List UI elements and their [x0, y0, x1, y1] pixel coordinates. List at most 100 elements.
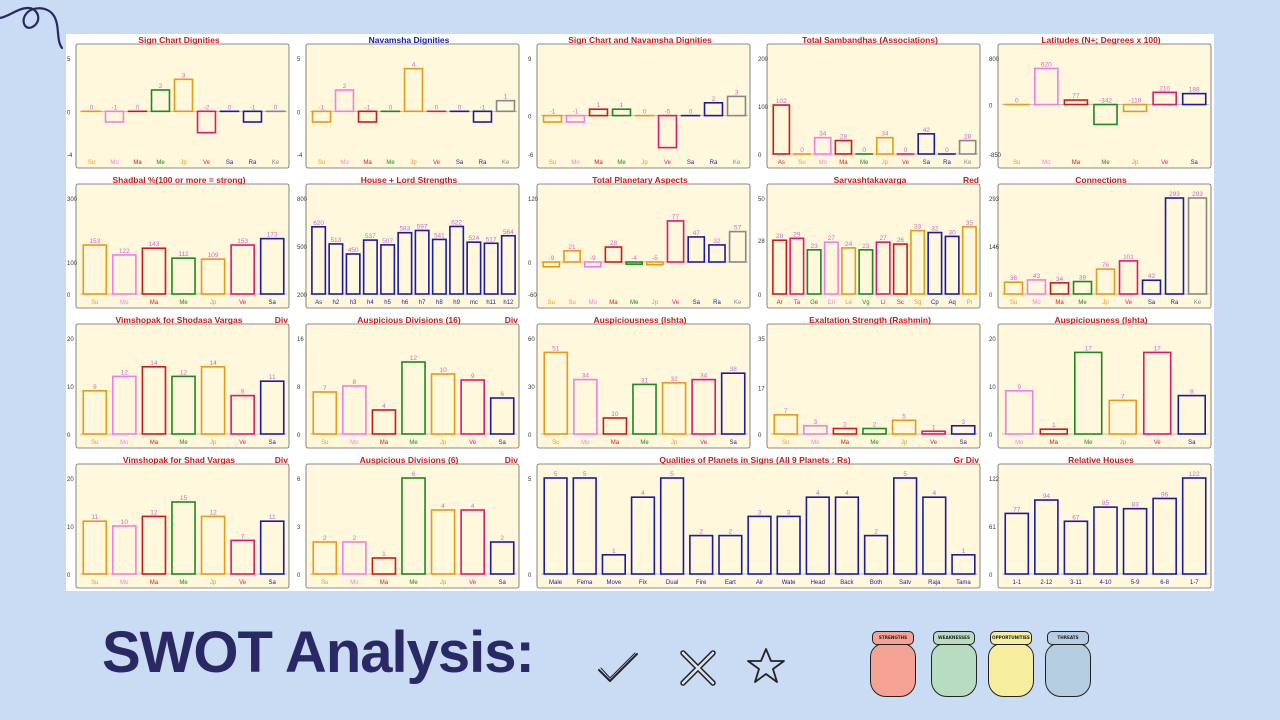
y-tick-label: 300	[67, 197, 78, 203]
category-label: Vg	[862, 300, 869, 306]
category-label: Fema	[577, 580, 593, 586]
jar-body	[931, 643, 977, 697]
y-tick-label: 20	[67, 477, 74, 483]
category-label: Me	[617, 160, 626, 166]
data-label: 7	[784, 408, 788, 415]
data-label: 51	[552, 345, 560, 352]
bar	[345, 253, 361, 295]
category-label: Ma	[1072, 160, 1081, 166]
bar	[82, 390, 108, 435]
data-label: 27	[828, 235, 836, 242]
data-label: 0	[800, 147, 804, 154]
chart-svg: 60 30 0 51 Su 34 Mo 10 Ma 31 Me 32 Jp 34 Ve 38 Sa	[528, 323, 751, 449]
bar	[472, 110, 493, 123]
plot-area	[536, 463, 981, 589]
bar	[430, 509, 456, 575]
y-tick-label: 5	[528, 477, 532, 483]
bar	[572, 477, 597, 575]
data-label: 3	[182, 72, 186, 79]
category-label: 1-7	[1190, 580, 1199, 586]
data-label: 4	[471, 503, 475, 510]
chart-svg: 20 10 0 9 Su 12 Mo 14 Ma 12 Me 14 Jp 8 Ve 11 Sa	[67, 323, 290, 449]
category-label: Ma	[1050, 440, 1059, 446]
category-label: h6	[402, 300, 409, 306]
chart-panel: 5 0 -4 -1 Su 2 Mo -1 Ma 0 Me 4 Jp 0 Ve 0 Sa -1 Ra 1 Ke Navams…	[296, 34, 522, 170]
bar	[328, 243, 344, 295]
category-label: Ra	[710, 160, 718, 166]
bar	[1039, 428, 1069, 435]
category-label: Ma	[1055, 300, 1064, 306]
bar	[875, 136, 894, 155]
y-tick-label: 800	[989, 57, 1000, 63]
bar	[200, 365, 226, 435]
bar	[334, 89, 355, 113]
y-tick-label: 0	[758, 153, 762, 159]
data-label: 4	[441, 503, 445, 510]
chart-tag: Div	[504, 455, 518, 465]
data-label: 3	[961, 419, 965, 426]
data-label: 122	[1189, 471, 1200, 478]
data-label: 0	[862, 147, 866, 154]
category-label: Jp	[180, 160, 187, 166]
chart-title: Latitudes (N+; Degrees x 100)	[1041, 35, 1161, 45]
y-tick-label: 0	[67, 433, 71, 439]
data-label: 32	[931, 226, 939, 233]
jar-opportunities: OPPORTUNITIES	[988, 631, 1034, 697]
category-label: Ve	[664, 160, 672, 166]
category-label: Su	[552, 440, 559, 446]
bar	[401, 361, 426, 435]
category-label: Ma	[611, 440, 620, 446]
category-label: Wate	[782, 580, 796, 586]
data-label: 30	[949, 229, 957, 236]
y-tick-label: 0	[67, 110, 71, 116]
category-label: Jp	[410, 160, 417, 166]
chart-title: Auspiciousness (Ishta)	[1054, 315, 1148, 325]
data-label: 27	[880, 235, 888, 242]
category-label: Mo	[811, 440, 820, 446]
data-label: 2	[323, 535, 327, 542]
data-label: 2	[159, 83, 163, 90]
category-label: Ma	[150, 440, 159, 446]
bar	[342, 385, 367, 435]
category-label: Jp	[882, 160, 889, 166]
data-label: 15	[180, 495, 188, 502]
data-label: 28	[776, 233, 784, 240]
data-label: 24	[845, 241, 853, 248]
bar	[773, 414, 799, 435]
bar	[805, 496, 830, 575]
y-tick-label: 0	[528, 433, 532, 439]
category-label: Mo	[350, 440, 359, 446]
bar	[489, 541, 515, 575]
y-tick-label: 16	[297, 337, 304, 343]
category-label: Ve	[1125, 300, 1133, 306]
data-label: 10	[121, 519, 129, 526]
data-label: 1	[504, 94, 508, 101]
chart-title: Sign Chart Dignities	[138, 35, 220, 45]
y-tick-label: 35	[758, 337, 765, 343]
category-label: Jp	[1102, 300, 1109, 306]
category-label: Me	[409, 440, 418, 446]
y-tick-label: 9	[528, 57, 532, 63]
category-label: Me	[1078, 300, 1087, 306]
bar	[200, 515, 226, 575]
bar	[342, 541, 367, 575]
plot-area	[75, 43, 290, 169]
chart-title: Shadbal %(100 or more = strong)	[112, 175, 246, 185]
category-label: Su	[1010, 300, 1017, 306]
chart-tag: Div	[274, 455, 288, 465]
bar	[834, 496, 860, 575]
y-tick-label: -4	[67, 153, 73, 159]
category-label: Me	[860, 160, 869, 166]
category-label: h11	[486, 300, 496, 306]
category-label: Sa	[456, 160, 464, 166]
data-label: 3	[787, 509, 791, 516]
data-label: 8	[353, 379, 357, 386]
chart-svg: 50 28 0 28 Ar 29 Ta 23 Ge 27 Cn 24 Le 23 Vg 27 Li 26 Sc 33 S…	[758, 183, 981, 309]
category-label: Me	[870, 440, 879, 446]
category-label: Air	[756, 580, 763, 586]
y-tick-label: 61	[989, 525, 996, 531]
category-label: Ve	[672, 300, 680, 306]
category-label: Mo	[120, 440, 129, 446]
bar	[1142, 351, 1172, 435]
bar	[1181, 477, 1207, 575]
